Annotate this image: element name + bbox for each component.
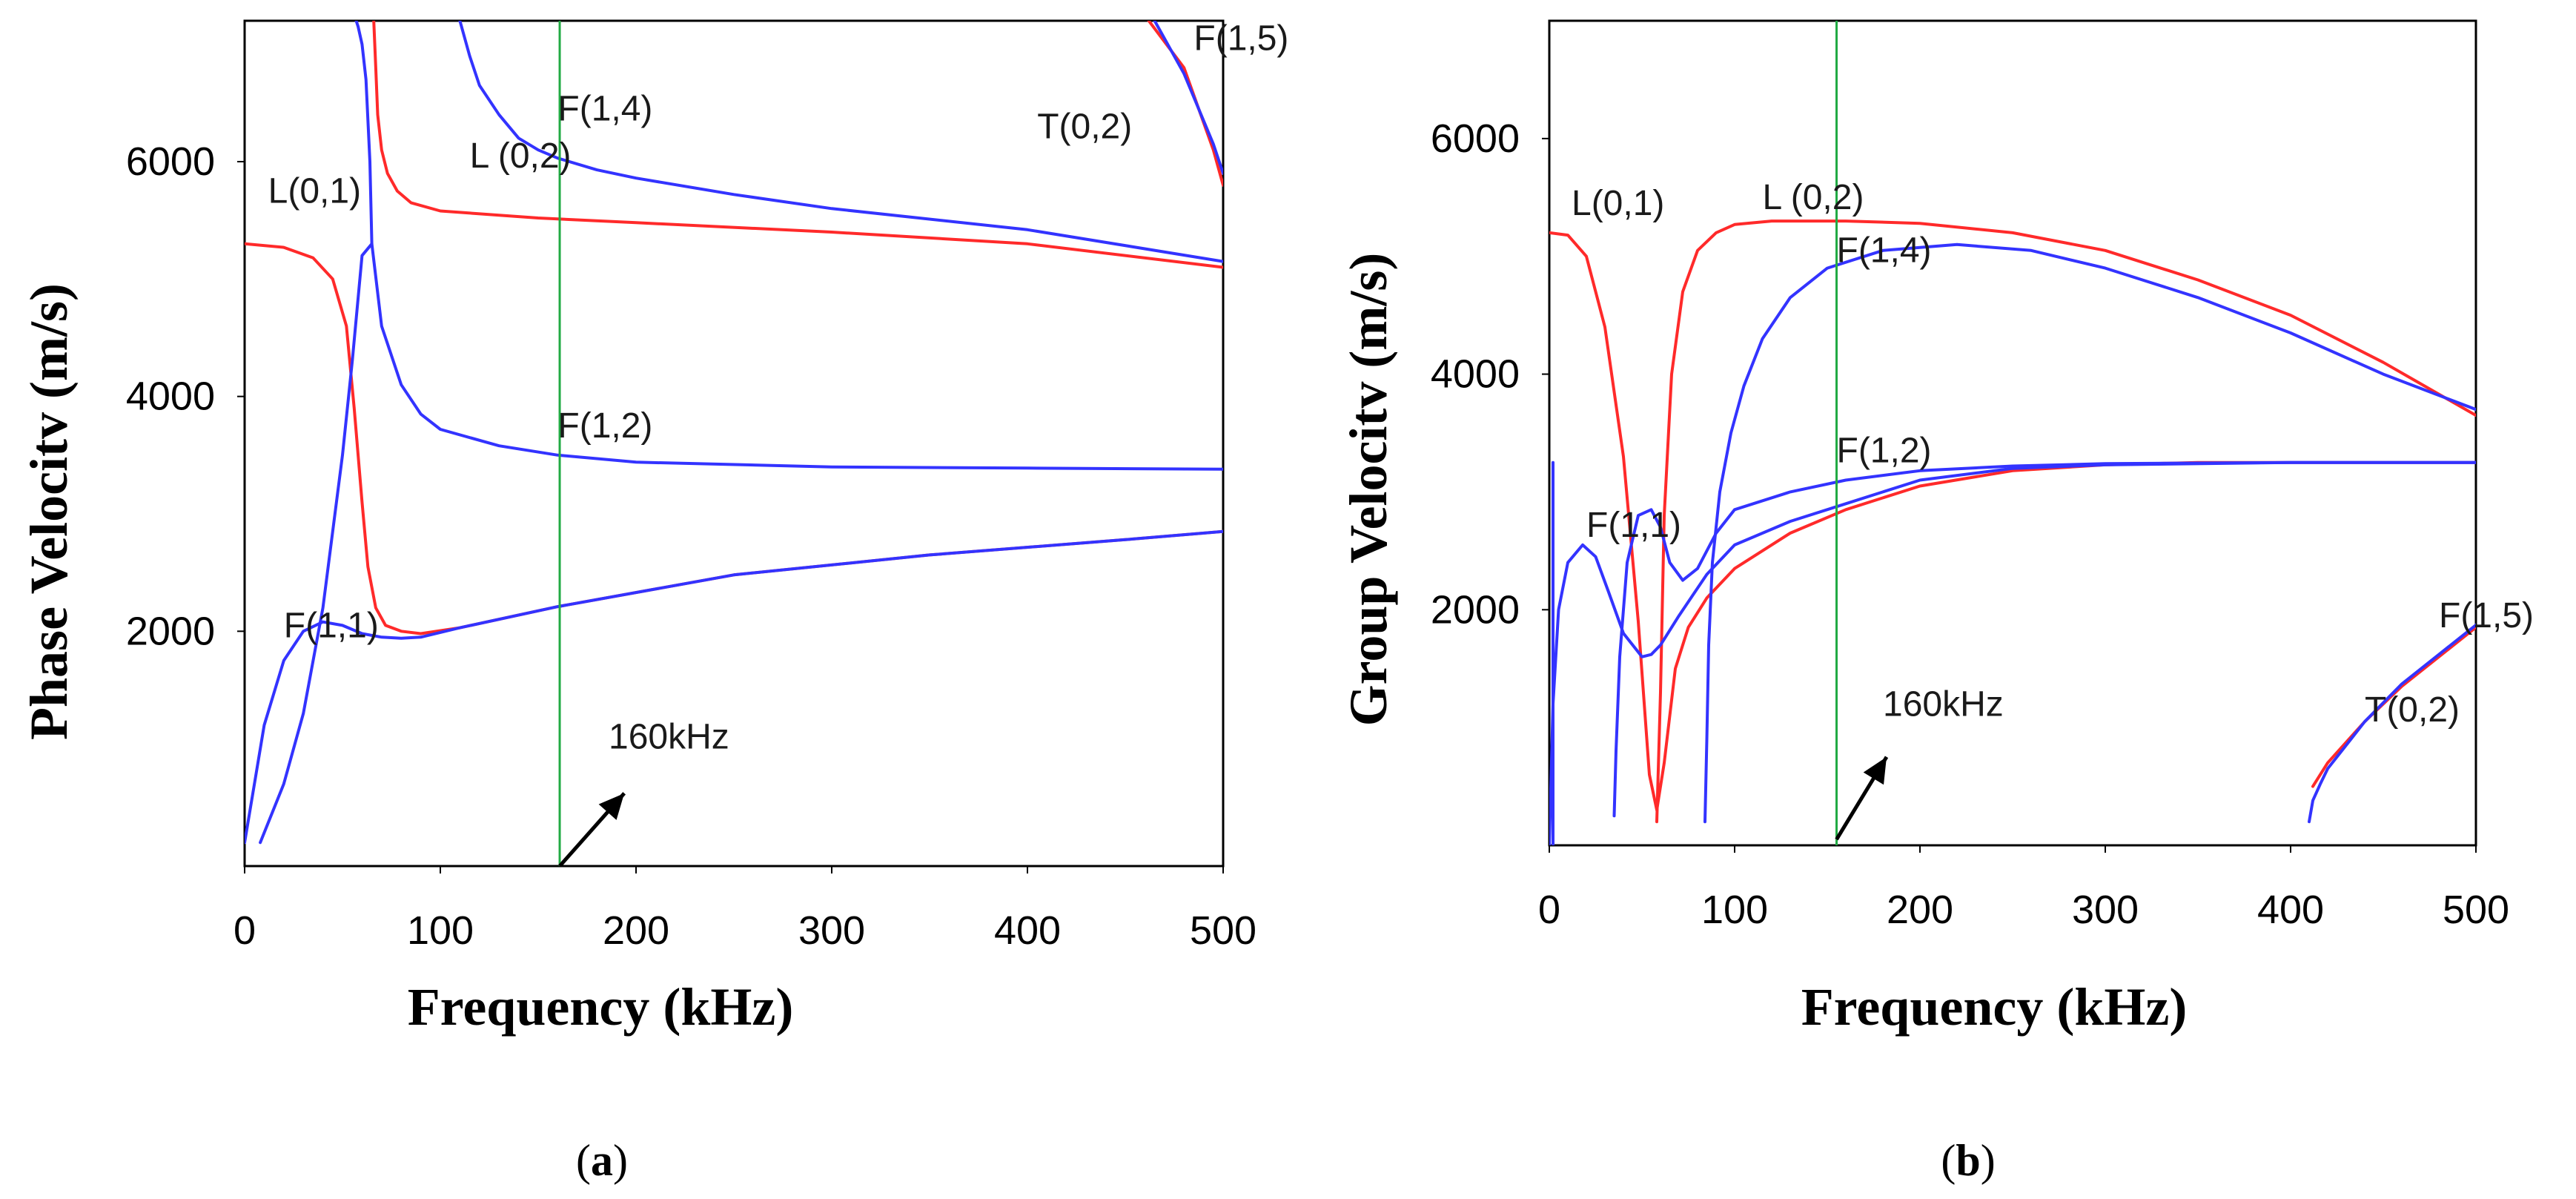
caption-b: (b): [1941, 1136, 1995, 1185]
chart-panel-b: L(0,1) L (0,2) F(1,4) F(1,2) F(1,1) 160kHz T(0…: [1339, 19, 2534, 1185]
annotation-l-0-1--b: L(0,1): [1572, 184, 1664, 223]
caption-a: (a): [576, 1136, 628, 1185]
y-tick-label: 6000: [126, 139, 215, 184]
series-f-1-4--b: [1703, 242, 2476, 824]
x-tick-label: 500: [1190, 908, 1256, 953]
series-f-1-1--a: [245, 529, 1223, 845]
x-tick-label: 500: [2443, 888, 2509, 932]
y-axis-label-b: Group Velocitv (m/s): [1339, 253, 1398, 727]
marker-group-a: [558, 21, 626, 868]
series-f-1-1--b: [1549, 460, 2476, 845]
annotation-f-1-4--a: F(1,4): [557, 90, 652, 129]
y-tick-label: 4000: [1431, 352, 1520, 397]
series-group-a: [245, 21, 1223, 845]
x-tick-label: 300: [798, 908, 865, 953]
marker-arrow-head-icon-a: [598, 793, 625, 820]
chart-panel-a: L(0,1) L (0,2) F(1,4) F(1,2) F(1,1) T(0,2) F(1…: [19, 19, 1288, 1185]
x-tick-label: 100: [407, 908, 474, 953]
annotation-f-1-1--a: F(1,1): [284, 606, 379, 645]
annotation-160khz-b: 160kHz: [1883, 684, 2004, 724]
series-l-0-2--b: [1655, 219, 2476, 824]
annotation-l-0-1--a: L(0,1): [268, 171, 361, 211]
annotation-f-1-5--b: F(1,5): [2439, 596, 2534, 635]
x-tick-label: 200: [603, 908, 669, 953]
annotation-f-1-5--a: F(1,5): [1193, 19, 1288, 59]
ticks-a: 0 100 200 300 400 500 2000 4000 6000: [126, 139, 1256, 953]
x-tick-label: 0: [234, 908, 256, 953]
series-f-1-2--b: [1612, 460, 2476, 818]
series-f-1-5--a: [1153, 21, 1223, 175]
y-axis-label-a: Phase Velocitv (m/s): [19, 283, 79, 740]
x-tick-label: 200: [1887, 888, 1953, 932]
x-tick-label: 400: [2257, 888, 2324, 932]
plot-frame-a: [243, 19, 1225, 868]
ticks-b: 0 100 200 300 400 500 2000 4000 6000: [1431, 116, 2509, 932]
y-tick-label: 4000: [126, 374, 215, 419]
series-l-0-1--b: [1549, 231, 2476, 812]
series-f-1-2--a: [259, 242, 1223, 845]
annotation-t-0-2--b: T(0,2): [2365, 690, 2460, 730]
series-group-b: [1549, 219, 2476, 845]
annotations-b: L(0,1) L (0,2) F(1,4) F(1,2) F(1,1) 160kHz T(0…: [1572, 178, 2534, 730]
x-axis-label-b: Frequency (kHz): [1801, 977, 2188, 1037]
y-tick-label: 2000: [1431, 587, 1520, 632]
y-tick-label: 2000: [126, 609, 215, 653]
series-f-1-3--a: [354, 21, 374, 245]
annotations-a: L(0,1) L (0,2) F(1,4) F(1,2) F(1,1) T(0,2) F(1…: [268, 19, 1289, 757]
annotation-f-1-1--b: F(1,1): [1586, 506, 1681, 545]
series-f-1-4--a: [458, 21, 1223, 263]
annotation-l-0-2--a: L (0,2): [470, 136, 572, 176]
annotation-l-0-2--b: L (0,2): [1763, 178, 1864, 217]
series-f-1-5--b: [2308, 623, 2476, 824]
annotation-f-1-4--b: F(1,4): [1837, 231, 1932, 271]
x-tick-label: 400: [994, 908, 1061, 953]
x-tick-label: 300: [2072, 888, 2139, 932]
plot-frame-b: [1548, 19, 2477, 847]
x-tick-label: 0: [1538, 888, 1560, 932]
y-tick-label: 6000: [1431, 116, 1520, 161]
marker-group-b: [1835, 21, 1889, 845]
annotation-f-1-2--a: F(1,2): [557, 406, 652, 446]
series-l-0-2--a: [372, 21, 1223, 269]
annotation-t-0-2--a: T(0,2): [1037, 107, 1132, 146]
annotation-160khz-a: 160kHz: [609, 718, 729, 757]
x-axis-label-a: Frequency (kHz): [408, 977, 794, 1037]
annotation-f-1-2--b: F(1,2): [1837, 432, 1932, 471]
x-tick-label: 100: [1701, 888, 1768, 932]
marker-arrow-head-icon-b: [1863, 756, 1887, 785]
